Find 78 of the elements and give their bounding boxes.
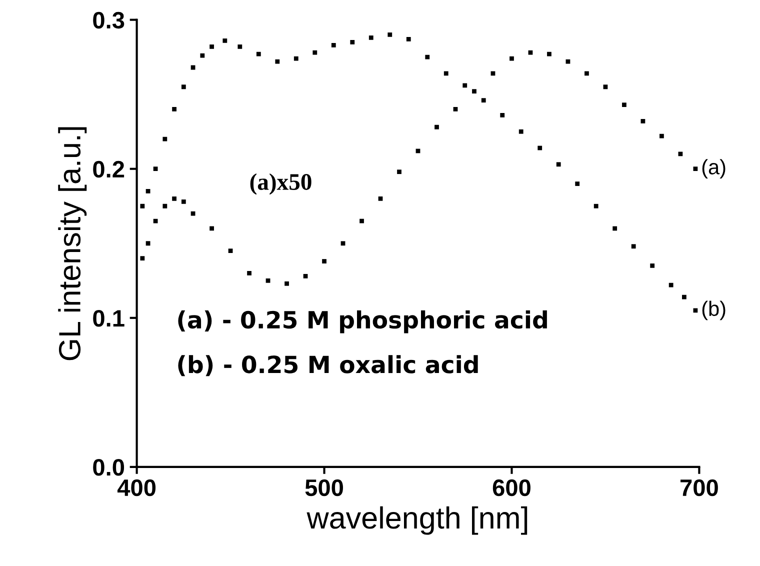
- point: [397, 170, 402, 174]
- point: [222, 38, 228, 43]
- point: [146, 189, 150, 194]
- point: [406, 36, 411, 42]
- point: [462, 83, 468, 88]
- point: [210, 44, 214, 49]
- point: [294, 56, 298, 61]
- point: [556, 162, 561, 167]
- point: [140, 256, 145, 260]
- point: [238, 44, 242, 49]
- point: [528, 50, 533, 55]
- point: [256, 52, 261, 56]
- point: [378, 196, 383, 201]
- y-axis-title: GL intensity [a.u.]: [58, 127, 87, 360]
- point: [472, 89, 476, 94]
- point: [425, 54, 430, 60]
- point: [162, 136, 168, 142]
- point: [594, 204, 598, 208]
- point: [575, 182, 580, 186]
- point: [584, 71, 589, 76]
- point: [388, 32, 392, 37]
- point: [247, 270, 252, 276]
- point: [172, 107, 176, 112]
- x-tick-label: 600: [492, 479, 530, 496]
- x-tick-label: 500: [305, 479, 343, 496]
- point: [210, 226, 214, 231]
- point: [340, 241, 346, 246]
- series-label: (b): [702, 300, 726, 320]
- y-tick-label: 0.3: [93, 12, 124, 29]
- point: [518, 129, 524, 134]
- point: [368, 36, 374, 40]
- point: [312, 50, 318, 55]
- annotation: (a)x50: [250, 173, 312, 195]
- y-tick-label: 0.0: [93, 459, 124, 476]
- point: [538, 146, 542, 150]
- point: [481, 98, 486, 102]
- point: [172, 196, 176, 201]
- point: [140, 204, 145, 208]
- point: [612, 226, 618, 231]
- point: [444, 71, 448, 76]
- series-label: (a): [702, 159, 726, 179]
- point: [162, 204, 168, 208]
- point: [228, 248, 233, 254]
- point: [682, 294, 686, 300]
- point: [190, 211, 196, 216]
- point: [603, 84, 608, 90]
- point: [303, 274, 308, 278]
- point: [350, 40, 355, 44]
- point: [284, 281, 289, 286]
- annotation: (a) - 0.25 M phosphoric acid: [178, 310, 547, 334]
- point: [650, 264, 655, 268]
- point: [631, 244, 636, 249]
- point: [547, 52, 552, 56]
- x-tick-label: 700: [680, 479, 718, 496]
- point: [266, 278, 270, 283]
- point: [668, 282, 674, 288]
- point: [622, 102, 626, 107]
- point: [640, 118, 646, 124]
- point: [500, 113, 505, 118]
- point: [275, 59, 280, 64]
- point: [331, 42, 336, 48]
- point: [434, 124, 439, 130]
- x-tick-label: 400: [117, 479, 156, 496]
- point: [181, 84, 186, 90]
- y-tick-label: 0.1: [93, 310, 124, 327]
- point: [322, 259, 326, 264]
- point: [660, 134, 664, 138]
- x-axis-title: wavelength [nm]: [306, 506, 528, 535]
- point: [360, 218, 364, 224]
- point: [693, 166, 698, 172]
- point: [153, 166, 158, 172]
- point: [510, 56, 514, 61]
- y-tick-label: 0.2: [93, 160, 124, 178]
- point: [453, 107, 458, 112]
- point: [200, 53, 205, 58]
- annotation: (b) - 0.25 M oxalic acid: [178, 355, 478, 376]
- point: [181, 199, 186, 204]
- point: [146, 241, 150, 246]
